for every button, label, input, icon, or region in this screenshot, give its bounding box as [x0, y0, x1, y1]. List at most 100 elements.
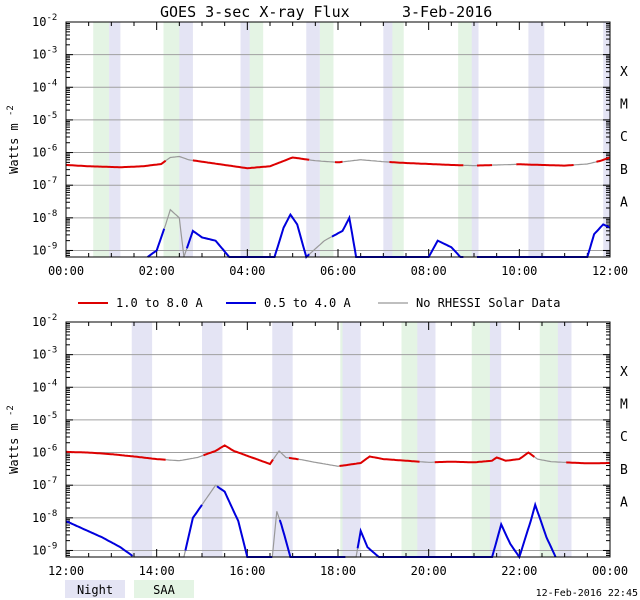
x-tick-label: 00:00 [592, 564, 628, 578]
y-tick-label: 10-8 [32, 209, 57, 225]
short-channel-no-rhessi-segment [271, 511, 281, 558]
long-channel-segment [288, 456, 299, 461]
long-channel-no-rhessi-segment [165, 454, 204, 462]
flare-class-label: B [620, 463, 628, 478]
x-tick-label: 14:00 [139, 564, 175, 578]
x-tick-label: 08:00 [411, 264, 447, 278]
night-band [272, 322, 293, 557]
chart-date: 3-Feb-2016 [402, 3, 492, 21]
saa-band [93, 22, 110, 257]
long-channel-no-rhessi-segment [309, 159, 336, 163]
night-band [306, 22, 320, 257]
bottom-legend: Night SAA [65, 580, 194, 598]
short-channel-no-rhessi-segment [163, 208, 188, 258]
short-channel-segment [65, 520, 134, 557]
night-band [342, 322, 361, 557]
flare-class-label: X [620, 365, 628, 380]
y-tick-label: 10-5 [32, 411, 57, 427]
x-tick-label: 18:00 [320, 564, 356, 578]
saa-band [392, 22, 404, 257]
y-tick-label: 10-9 [32, 541, 57, 557]
y-tick-label: 10-8 [32, 509, 57, 525]
legend-box-label: Night [77, 583, 113, 597]
long-channel-segment [389, 161, 464, 167]
saa-band [319, 22, 334, 257]
timestamp: 12-Feb-2016 22:45 [536, 588, 638, 599]
long-channel-segment [516, 163, 574, 167]
long-channel-no-rhessi-segment [298, 458, 340, 467]
long-channel-no-rhessi-segment [534, 456, 567, 463]
y-tick-label: 10-5 [32, 111, 57, 127]
y-axis-label: Watts m -2 [6, 405, 21, 474]
night-band [415, 322, 436, 557]
long-channel-segment [434, 451, 535, 464]
long-channel-no-rhessi-segment [419, 461, 435, 463]
y-tick-label: 10-2 [32, 13, 57, 29]
night-band [202, 322, 223, 557]
short-channel-segment [216, 485, 273, 558]
y-tick-label: 10-7 [32, 476, 57, 492]
flare-class-label: A [620, 496, 628, 511]
night-band [528, 22, 545, 257]
long-channel-no-rhessi-segment [573, 161, 597, 166]
flare-class-label: M [620, 398, 628, 413]
y-tick-label: 10-2 [32, 313, 57, 329]
long-channel-segment [566, 461, 610, 465]
plot-frame [65, 321, 611, 558]
flare-class-label: C [620, 430, 628, 445]
flare-class-label: B [620, 163, 628, 178]
night-band [487, 322, 502, 557]
saa-band [539, 322, 558, 557]
saa-band [249, 22, 264, 257]
y-tick-label: 10-6 [32, 144, 57, 160]
flare-class-label: M [620, 98, 628, 113]
x-tick-label: 04:00 [229, 264, 265, 278]
short-channel-segment [356, 501, 557, 560]
flare-class-label: C [620, 130, 628, 145]
short-channel-no-rhessi-segment [308, 236, 333, 255]
chart-title: GOES 3-sec X-ray Flux [160, 3, 350, 21]
y-tick-label: 10-7 [32, 176, 57, 192]
short-channel-segment [147, 228, 166, 258]
long-channel-segment [334, 160, 343, 164]
long-channel-no-rhessi-segment [165, 155, 193, 162]
saa-band [458, 22, 472, 257]
night-band [603, 22, 610, 257]
long-channel-segment [339, 455, 420, 467]
x-tick-label: 20:00 [411, 564, 447, 578]
series-legend: 1.0 to 8.0 A 0.5 to 4.0 A No RHESSI Solar … [78, 296, 561, 310]
x-tick-label: 12:00 [48, 564, 84, 578]
x-tick-label: 16:00 [229, 564, 265, 578]
saa-band [401, 322, 418, 557]
legend-label: 1.0 to 8.0 A [116, 296, 203, 310]
flare-class-label: X [620, 65, 628, 80]
x-tick-label: 10:00 [501, 264, 537, 278]
legend-label: No RHESSI Solar Data [416, 296, 561, 310]
y-tick-label: 10-3 [32, 346, 57, 362]
long-channel-segment [596, 156, 611, 163]
legend-box [134, 580, 194, 598]
legend-box-label: SAA [153, 583, 175, 597]
long-channel-segment [192, 156, 310, 170]
saa-band [163, 22, 180, 257]
x-tick-label: 02:00 [139, 264, 175, 278]
x-tick-label: 22:00 [501, 564, 537, 578]
long-channel-segment [66, 450, 166, 461]
long-channel-segment [66, 159, 167, 169]
saa-band [340, 322, 343, 557]
y-tick-label: 10-3 [32, 46, 57, 62]
plot-panel-1: 00:00 02:00 04:00 06:00 08:00 10:00 12:00 10-2 1… [6, 13, 628, 278]
plot-panels: 00:00 02:00 04:00 06:00 08:00 10:00 12:0010-21… [6, 13, 628, 578]
long-channel-segment [203, 444, 274, 466]
flare-class-label: A [620, 196, 628, 211]
plot-frame [65, 21, 611, 258]
plot-panel-2: 12:00 14:00 16:00 18:00 20:00 22:00 00:00 10-2 1… [6, 313, 628, 578]
night-band [131, 322, 153, 557]
y-tick-label: 10-6 [32, 444, 57, 460]
saa-band [471, 322, 490, 557]
legend-box [65, 580, 125, 598]
x-tick-label: 12:00 [592, 264, 628, 278]
legend-label: 0.5 to 4.0 A [264, 296, 351, 310]
long-channel-no-rhessi-segment [492, 163, 517, 166]
